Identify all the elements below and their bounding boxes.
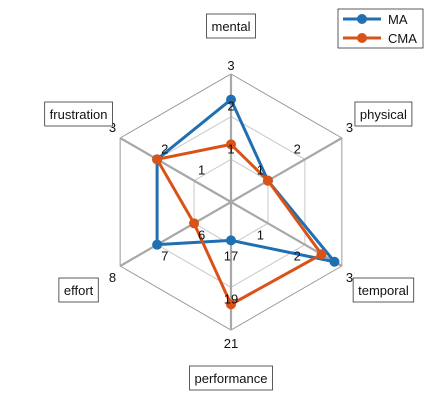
axis-label-layer: mental physical temporal performance effort f… bbox=[44, 13, 415, 391]
spoke-physical bbox=[230, 137, 343, 203]
axis-label-performance: performance bbox=[189, 365, 273, 391]
series-layer bbox=[152, 94, 340, 310]
axis-label-frustration: frustration bbox=[44, 101, 113, 127]
tick-physical-3: 3 bbox=[346, 120, 353, 135]
tick-layer: 1 2 3 1 2 3 1 2 3 17 19 21 6 7 8 1 2 3 bbox=[109, 58, 353, 351]
legend-box bbox=[337, 8, 424, 49]
axis-label-text-physical: physical bbox=[360, 107, 407, 122]
axis-label-box-temporal bbox=[352, 277, 415, 303]
legend-ma-label: MA bbox=[388, 12, 408, 27]
axis-label-text-frustration: frustration bbox=[50, 107, 108, 122]
tick-mental-3: 3 bbox=[227, 58, 234, 73]
axis-label-physical: physical bbox=[354, 101, 413, 127]
point-CMA-mental bbox=[226, 139, 236, 150]
point-CMA-effort bbox=[189, 218, 200, 229]
legend-ma-marker bbox=[357, 14, 367, 24]
legend: MA CMA bbox=[337, 8, 424, 49]
axis-label-box-performance bbox=[189, 365, 273, 391]
tick-physical-1: 1 bbox=[257, 163, 264, 178]
tick-temporal-2: 2 bbox=[294, 249, 301, 264]
tick-performance-21: 21 bbox=[224, 336, 238, 351]
spoke-frustration bbox=[119, 137, 232, 203]
axis-label-text-performance: performance bbox=[195, 371, 268, 386]
axis-label-box-frustration bbox=[44, 101, 113, 127]
series-CMA bbox=[152, 139, 327, 310]
legend-cma-marker bbox=[357, 33, 367, 43]
tick-effort-8: 8 bbox=[109, 270, 116, 285]
point-MA-performance bbox=[226, 235, 236, 246]
tick-frustration-2: 2 bbox=[161, 141, 168, 156]
tick-effort-7: 7 bbox=[161, 249, 168, 264]
point-CMA-temporal bbox=[316, 249, 327, 260]
tick-temporal-3: 3 bbox=[346, 270, 353, 285]
point-CMA-physical bbox=[262, 175, 273, 186]
point-MA-mental bbox=[226, 94, 236, 105]
legend-cma-label: CMA bbox=[388, 31, 417, 46]
tick-mental-2: 2 bbox=[227, 99, 234, 114]
series-line-CMA bbox=[155, 142, 324, 306]
spoke-layer bbox=[119, 74, 343, 330]
axis-label-box-mental bbox=[206, 13, 256, 39]
tick-temporal-1: 1 bbox=[257, 227, 264, 242]
tick-frustration-3: 3 bbox=[109, 120, 116, 135]
point-CMA-performance bbox=[226, 299, 236, 310]
axis-label-text-temporal: temporal bbox=[358, 283, 409, 298]
axis-label-box-physical bbox=[354, 101, 413, 127]
tick-performance-17: 17 bbox=[224, 249, 238, 264]
point-CMA-frustration bbox=[152, 154, 163, 165]
spoke-effort bbox=[119, 201, 232, 267]
tick-performance-19: 19 bbox=[224, 291, 238, 306]
axis-label-effort: effort bbox=[58, 277, 99, 303]
axis-label-mental: mental bbox=[206, 13, 256, 39]
tick-frustration-1: 1 bbox=[198, 163, 205, 178]
axis-label-box-effort bbox=[58, 277, 99, 303]
tick-mental-1: 1 bbox=[227, 141, 234, 156]
axis-label-temporal: temporal bbox=[352, 277, 415, 303]
axis-label-text-mental: mental bbox=[211, 19, 250, 34]
point-MA-effort bbox=[152, 239, 163, 250]
point-MA-temporal bbox=[329, 256, 340, 267]
tick-effort-6: 6 bbox=[198, 227, 205, 242]
axis-label-text-effort: effort bbox=[64, 283, 94, 298]
tick-physical-2: 2 bbox=[294, 141, 301, 156]
